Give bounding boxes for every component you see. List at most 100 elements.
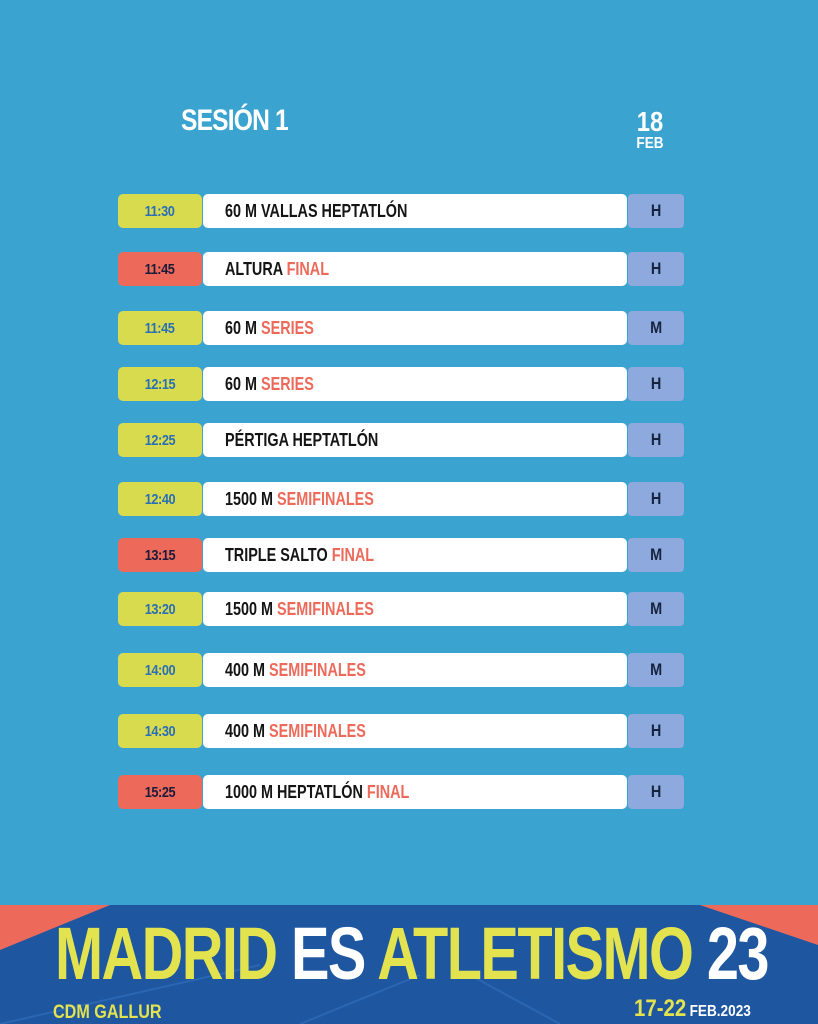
- event-box: 1000 M HEPTATLÓN FINAL: [203, 775, 627, 809]
- event-name: 1500 M: [225, 488, 274, 509]
- event-name: TRIPLE SALTO: [225, 544, 328, 565]
- time-badge: 11:30: [118, 194, 202, 228]
- event-name: 60 M: [225, 373, 258, 394]
- brand-atletismo: ATLETISMO: [377, 912, 694, 995]
- gender-badge: H: [628, 252, 684, 286]
- session-date: 18 FEB: [628, 108, 672, 152]
- time-label: 12:25: [144, 431, 176, 449]
- event-name: PÉRTIGA HEPTATLÓN: [225, 429, 379, 450]
- gender-badge: H: [628, 367, 684, 401]
- event-box: 60 M VALLAS HEPTATLÓN: [203, 194, 627, 228]
- dates-range: 17-22: [634, 995, 687, 1022]
- gender-badge: H: [628, 194, 684, 228]
- schedule-row: 12:15 60 M SERIES H: [118, 367, 684, 403]
- time-label: 11:45: [145, 260, 175, 278]
- brand-year: 23: [706, 912, 770, 995]
- event-round: SERIES: [261, 317, 314, 338]
- schedule-row: 11:45 60 M SERIES M: [118, 311, 684, 347]
- event-name: 1500 M: [225, 598, 274, 619]
- time-label: 13:20: [144, 600, 176, 618]
- gender-label: M: [649, 599, 663, 618]
- event-name: 400 M: [225, 720, 266, 741]
- gender-label: H: [650, 782, 662, 801]
- event-box: 60 M SERIES: [203, 311, 627, 345]
- brand-madrid: MADRID: [55, 912, 278, 995]
- schedule-row: 12:40 1500 M SEMIFINALES H: [118, 482, 684, 518]
- gender-label: H: [650, 259, 662, 278]
- event-name: ALTURA: [225, 258, 283, 279]
- gender-label: H: [650, 489, 662, 508]
- time-label: 13:15: [144, 546, 176, 564]
- gender-label: M: [649, 545, 663, 564]
- event-name: 400 M: [225, 659, 266, 680]
- gender-label: M: [649, 660, 663, 679]
- schedule-row: 14:00 400 M SEMIFINALES M: [118, 653, 684, 689]
- event-round: FINAL: [366, 781, 410, 802]
- session-day: 18: [636, 106, 664, 137]
- session-title: SESIÓN 1: [181, 104, 289, 137]
- schedule-row: 15:25 1000 M HEPTATLÓN FINAL H: [118, 775, 684, 811]
- time-badge: 15:25: [118, 775, 202, 809]
- time-badge: 14:30: [118, 714, 202, 748]
- time-badge: 12:25: [118, 423, 202, 457]
- time-badge: 13:20: [118, 592, 202, 626]
- schedule-row: 14:30 400 M SEMIFINALES H: [118, 714, 684, 750]
- time-badge: 14:00: [118, 653, 202, 687]
- time-label: 11:45: [145, 319, 175, 337]
- time-label: 14:30: [144, 722, 176, 740]
- event-round: SEMIFINALES: [269, 659, 366, 680]
- gender-label: H: [650, 374, 662, 393]
- footer-banner: MADRID ES ATLETISMO 23 CDM GALLUR 17-22 F…: [0, 905, 818, 1024]
- schedule-row: 13:20 1500 M SEMIFINALES M: [118, 592, 684, 628]
- event-round: SERIES: [261, 373, 314, 394]
- event-box: PÉRTIGA HEPTATLÓN: [203, 423, 627, 457]
- time-label: 12:15: [144, 375, 176, 393]
- gender-badge: M: [628, 592, 684, 626]
- time-badge: 13:15: [118, 538, 202, 572]
- event-box: ALTURA FINAL: [203, 252, 627, 286]
- schedule-row: 11:30 60 M VALLAS HEPTATLÓN H: [118, 194, 684, 230]
- gender-badge: H: [628, 714, 684, 748]
- schedule-row: 11:45 ALTURA FINAL H: [118, 252, 684, 288]
- time-label: 14:00: [144, 661, 176, 679]
- event-box: TRIPLE SALTO FINAL: [203, 538, 627, 572]
- footer-decoration: [0, 905, 818, 1024]
- time-badge: 11:45: [118, 252, 202, 286]
- gender-label: H: [650, 721, 662, 740]
- gender-badge: H: [628, 423, 684, 457]
- event-round: SEMIFINALES: [277, 598, 374, 619]
- gender-label: H: [650, 430, 662, 449]
- event-name: 60 M VALLAS HEPTATLÓN: [225, 200, 408, 221]
- event-box: 60 M SERIES: [203, 367, 627, 401]
- time-badge: 12:40: [118, 482, 202, 516]
- event-round: FINAL: [331, 544, 375, 565]
- session-month: FEB: [636, 135, 664, 152]
- schedule-row: 13:15 TRIPLE SALTO FINAL M: [118, 538, 684, 574]
- event-box: 1500 M SEMIFINALES: [203, 592, 627, 626]
- schedule-row: 12:25 PÉRTIGA HEPTATLÓN H: [118, 423, 684, 459]
- time-badge: 11:45: [118, 311, 202, 345]
- event-name: 60 M: [225, 317, 258, 338]
- brand-title: MADRID ES ATLETISMO 23: [55, 917, 769, 991]
- event-name: 1000 M HEPTATLÓN: [225, 781, 363, 802]
- event-box: 400 M SEMIFINALES: [203, 714, 627, 748]
- gender-badge: M: [628, 311, 684, 345]
- gender-label: H: [650, 201, 662, 220]
- event-box: 1500 M SEMIFINALES: [203, 482, 627, 516]
- brand-es: ES: [290, 912, 366, 995]
- time-label: 15:25: [144, 783, 176, 801]
- event-box: 400 M SEMIFINALES: [203, 653, 627, 687]
- gender-badge: H: [628, 482, 684, 516]
- time-label: 11:30: [145, 202, 175, 220]
- time-label: 12:40: [144, 490, 176, 508]
- event-round: SEMIFINALES: [269, 720, 366, 741]
- gender-badge: M: [628, 653, 684, 687]
- event-dates: 17-22 FEB.2023: [634, 995, 751, 1023]
- gender-badge: M: [628, 538, 684, 572]
- event-round: SEMIFINALES: [277, 488, 374, 509]
- gender-label: M: [649, 318, 663, 337]
- gender-badge: H: [628, 775, 684, 809]
- dates-suffix: FEB.2023: [689, 1003, 751, 1020]
- venue-label: CDM GALLUR: [53, 1002, 162, 1023]
- event-round: FINAL: [286, 258, 329, 279]
